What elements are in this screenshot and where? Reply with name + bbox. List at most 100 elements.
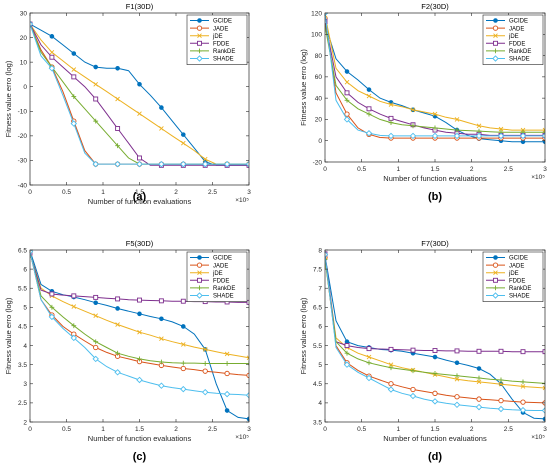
marker	[410, 123, 416, 129]
y-tick-label: 2	[23, 419, 27, 426]
marker	[180, 385, 187, 393]
marker	[93, 339, 99, 345]
marker	[432, 354, 438, 360]
marker	[493, 33, 498, 39]
y-axis-label: Fitness value erro (log)	[4, 60, 13, 137]
y-tick-label: 4.5	[313, 381, 322, 388]
legend-label: RankDE	[509, 49, 531, 55]
chart-panel-c: 0 0.5 1 1.5 2 2.5 3 2 2.5 3 3.5 4 4.5 5 5.5 6 6.5 ×10⁵ F5(…	[4, 239, 251, 463]
marker	[159, 359, 164, 365]
marker	[115, 126, 121, 131]
marker	[493, 48, 498, 54]
marker	[541, 132, 545, 140]
marker	[344, 339, 350, 345]
legend-label: FDDE	[509, 42, 525, 48]
series-shade	[30, 20, 249, 168]
marker	[476, 123, 482, 129]
marker	[432, 111, 438, 117]
x-axis-label: Number of function evaluations	[383, 174, 487, 183]
marker	[344, 111, 350, 117]
marker	[410, 368, 416, 374]
legend-label: jDE	[212, 271, 223, 277]
legend-label: jDE	[212, 34, 223, 40]
marker	[202, 347, 208, 352]
chart-title: F7(30D)	[421, 239, 449, 248]
y-tick-label: 8	[318, 247, 322, 254]
series-group	[325, 13, 545, 145]
series-group	[30, 20, 249, 168]
marker	[158, 382, 165, 389]
marker	[409, 132, 417, 140]
marker	[366, 346, 372, 352]
marker	[93, 300, 98, 306]
marker	[245, 160, 249, 168]
marker	[224, 370, 230, 377]
chart-panel-d: 0 0.5 1 1.5 2 2.5 3 3.5 4 4.5 5 5.5 6 6.5 7 7.5 8 ×10⁵ F7(…	[299, 239, 547, 463]
marker	[223, 160, 231, 168]
marker	[202, 361, 208, 366]
marker	[388, 102, 394, 107]
series-shade	[325, 251, 545, 414]
legend-label: RankDE	[509, 286, 531, 292]
marker	[519, 406, 527, 414]
x-tick-label: 3	[543, 166, 547, 173]
marker	[366, 106, 372, 112]
chart-title: F5(30D)	[126, 239, 154, 248]
x-tick-label: 2.5	[208, 189, 217, 196]
legend-label: GCIDE	[213, 19, 232, 25]
legend-label: FDDE	[213, 42, 229, 48]
y-tick-label: 6	[23, 266, 27, 273]
x-exponent: ×10⁵	[531, 174, 545, 181]
y-tick-label: 0	[23, 84, 27, 91]
marker	[365, 130, 373, 137]
marker	[246, 372, 249, 379]
y-tick-label: 7.5	[313, 266, 322, 273]
marker	[325, 251, 329, 258]
legend-label: SHADE	[509, 57, 530, 63]
marker	[71, 51, 77, 56]
marker	[224, 361, 230, 366]
y-axis-label: Fitness value erro (log)	[4, 297, 13, 374]
x-tick-label: 0.5	[357, 166, 366, 173]
marker	[180, 342, 186, 347]
x-tick-label: 2.5	[504, 166, 513, 173]
marker	[71, 304, 77, 309]
marker	[49, 304, 55, 310]
y-tick-label: 3.5	[313, 419, 322, 426]
marker	[49, 34, 55, 39]
marker	[159, 336, 164, 341]
legend-box	[482, 14, 544, 65]
marker	[492, 292, 499, 299]
marker	[454, 376, 460, 382]
marker	[114, 369, 121, 376]
marker	[71, 293, 77, 299]
marker	[224, 408, 230, 413]
marker	[344, 350, 350, 356]
x-tick-label: 1	[397, 426, 401, 433]
legend-label: jDE	[508, 34, 519, 40]
marker	[542, 349, 545, 355]
y-tick-label: 6.5	[18, 247, 27, 254]
y-tick-label: 80	[315, 53, 323, 60]
marker	[410, 386, 416, 393]
y-tick-label: 5	[318, 362, 322, 369]
x-tick-label: 2.5	[208, 426, 217, 433]
legend-label: GCIDE	[509, 256, 528, 262]
marker	[137, 111, 142, 117]
legend-label: SHADE	[213, 294, 234, 300]
marker	[344, 79, 350, 85]
marker	[71, 67, 77, 72]
marker	[388, 115, 394, 121]
marker	[137, 155, 142, 161]
y-tick-label: -40	[18, 182, 28, 189]
marker	[454, 360, 460, 366]
panel-caption: (c)	[133, 451, 147, 463]
marker	[475, 132, 483, 140]
marker	[454, 348, 460, 354]
marker	[409, 392, 417, 400]
x-exponent: ×10⁵	[235, 434, 249, 441]
marker	[159, 316, 164, 322]
legend-label: GCIDE	[213, 256, 232, 262]
marker	[493, 40, 498, 46]
